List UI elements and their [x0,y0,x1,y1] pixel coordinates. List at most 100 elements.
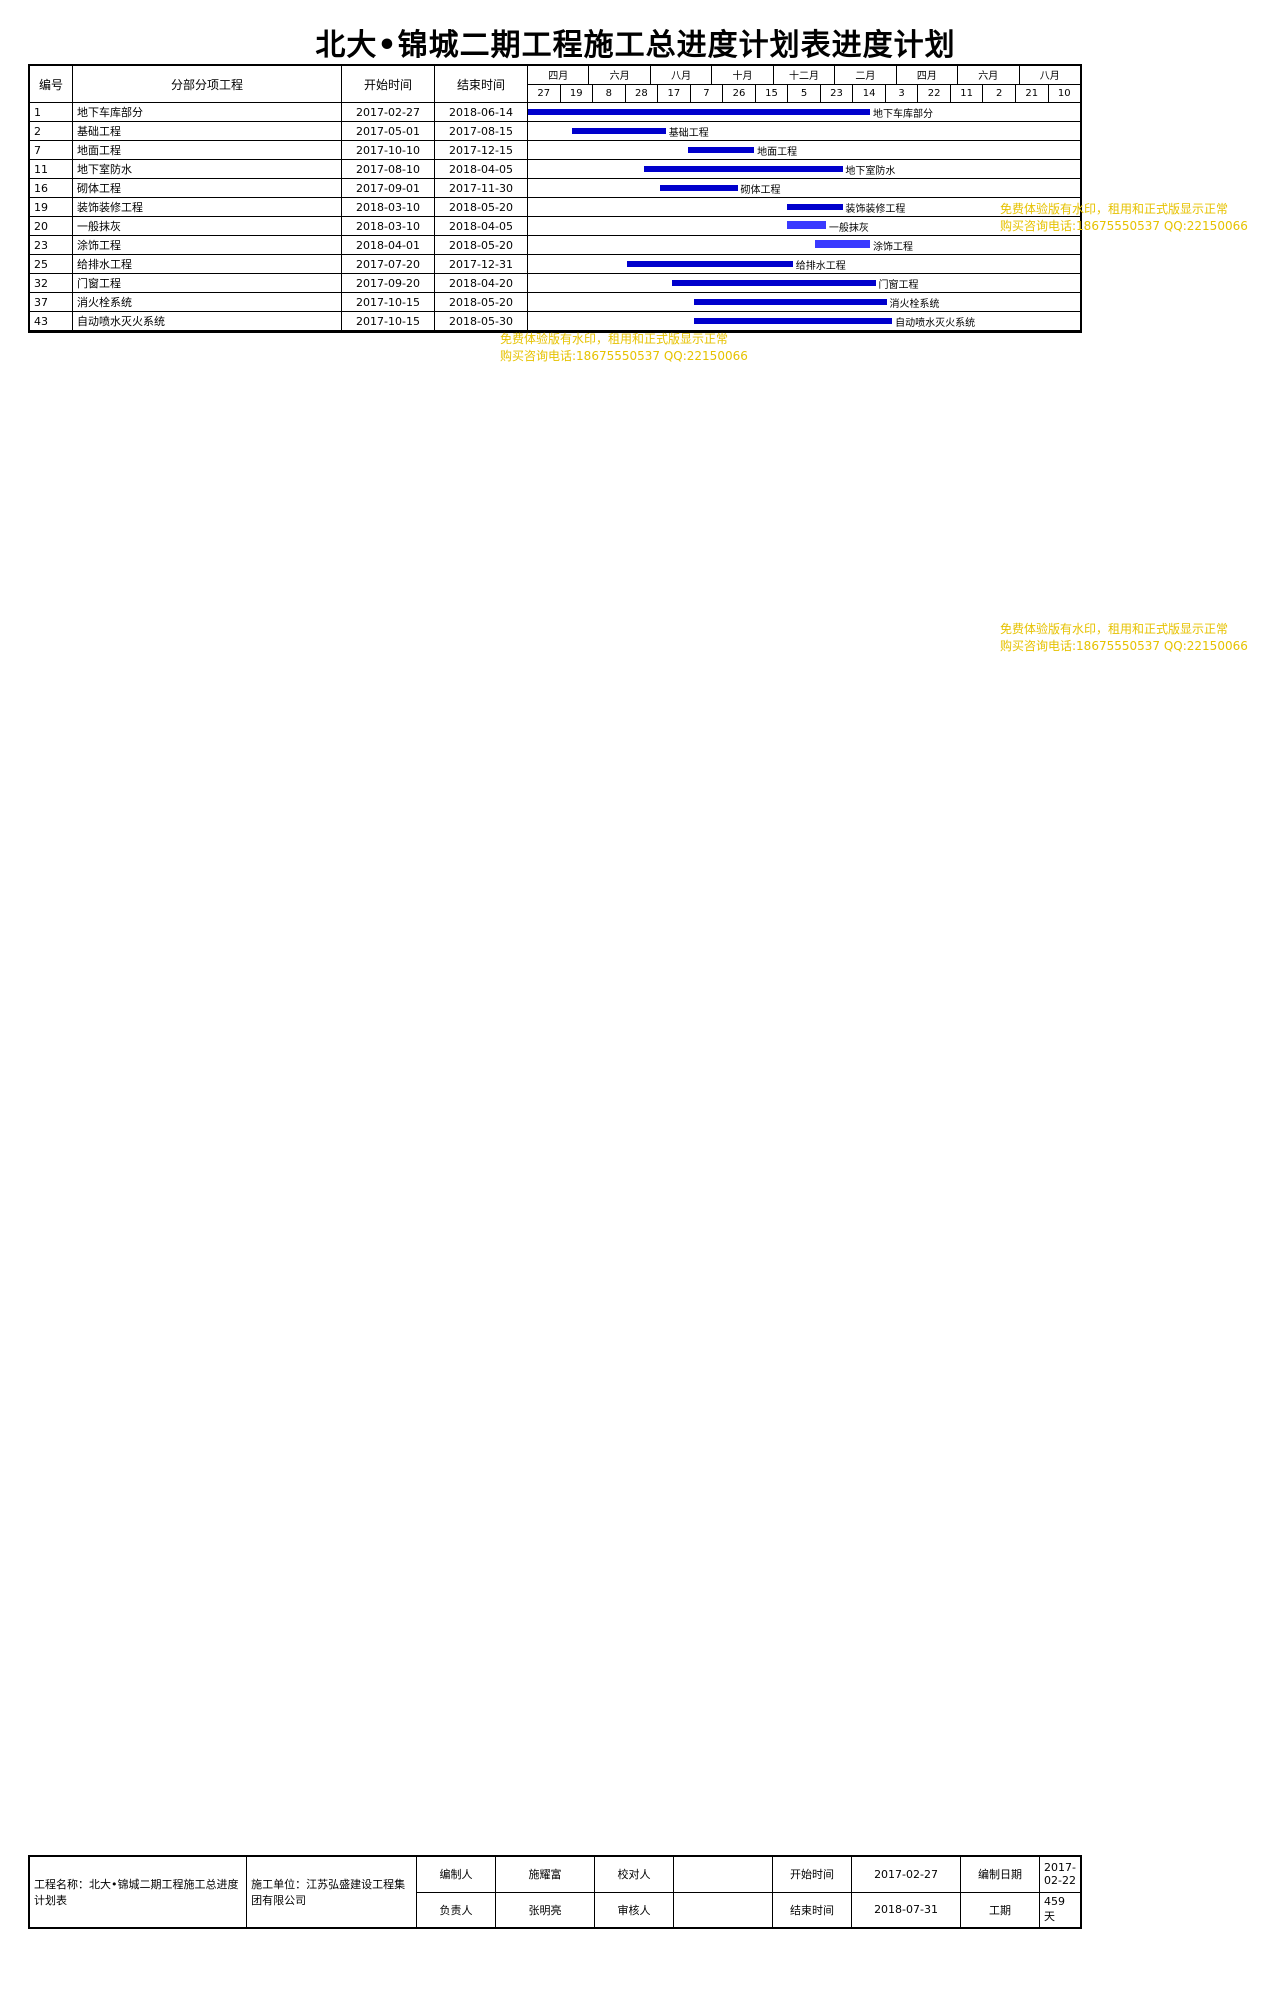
row-end: 2018-05-30 [435,312,528,330]
gantt-label: 涂饰工程 [873,242,913,253]
gantt-bar [643,166,843,172]
row-name: 一般抹灰 [73,217,342,235]
month-label: 六月 [958,65,1020,84]
construction-unit: 施工单位：江苏弘盛建设工程集团有限公司 [247,1857,418,1927]
row-chart: 基础工程 [528,122,1080,140]
row-chart: 自动喷水灭火系统 [528,312,1080,330]
row-chart: 涂饰工程 [528,236,1080,254]
month-label: 四月 [528,65,590,84]
row-id: 1 [30,103,73,121]
row-chart: 门窗工程 [528,274,1080,292]
end-value: 2018-07-31 [852,1892,962,1927]
day-label: 3 [886,84,919,103]
row-end: 2018-05-20 [435,198,528,216]
gantt-label: 给排水工程 [795,261,846,272]
duration-value: 459天 [1044,1895,1066,1924]
month-label: 八月 [651,65,713,84]
project-name: 工程名称：北大•锦城二期工程施工总进度计划表 [30,1857,248,1927]
gantt-bar [787,204,843,210]
table-row: 20 一般抹灰 2018-03-10 2018-04-05 一般抹灰 [30,217,1080,236]
row-id: 23 [30,236,73,254]
row-name: 地面工程 [73,141,342,159]
table-row: 37 消火栓系统 2017-10-15 2018-05-20 消火栓系统 [30,293,1080,312]
month-label: 四月 [897,65,959,84]
responsible-label: 负责人 [417,1892,497,1927]
day-label: 17 [658,84,691,103]
row-id: 19 [30,198,73,216]
gantt-label: 地面工程 [757,147,798,158]
table-row: 11 地下室防水 2017-08-10 2018-04-05 地下室防水 [30,160,1080,179]
header-name: 分部分项工程 [73,66,342,102]
row-end: 2017-12-31 [435,255,528,273]
row-start: 2018-03-10 [342,198,435,216]
page-title: 北大•锦城二期工程施工总进度计划表进度计划 [315,28,956,63]
row-chart: 一般抹灰 [528,217,1080,235]
day-label: 27 [528,84,561,103]
day-label: 8 [593,84,626,103]
row-id: 25 [30,255,73,273]
footer: 工程名称：北大•锦城二期工程施工总进度计划表 施工单位：江苏弘盛建设工程集团有限… [28,1855,1082,1929]
table-row: 1 地下车库部分 2017-02-27 2018-06-14 地下车库部分 [30,103,1080,122]
gantt-bar [787,221,827,229]
row-name: 消火栓系统 [73,293,342,311]
table-row: 25 给排水工程 2017-07-20 2017-12-31 给排水工程 [30,255,1080,274]
row-name: 涂饰工程 [73,236,342,254]
row-end: 2018-04-05 [435,217,528,235]
row-id: 43 [30,312,73,330]
duration-label: 工期 [961,1892,1041,1927]
day-label: 11 [951,84,984,103]
table-row: 2 基础工程 2017-05-01 2017-08-15 基础工程 [30,122,1080,141]
checker-label: 校对人 [595,1857,675,1892]
row-chart: 消火栓系统 [528,293,1080,311]
row-name: 砌体工程 [73,179,342,197]
table-row: 19 装饰装修工程 2018-03-10 2018-05-20 装饰装修工程 [30,198,1080,217]
date-label: 编制日期 [961,1857,1041,1892]
gantt-bar [572,128,666,134]
day-label: 5 [788,84,821,103]
month-label: 十月 [712,65,774,84]
watermark: 免费体验版有水印，租用和正式版显示正常 购买咨询电话:18675550537 Q… [1000,622,1248,653]
gantt-label: 地下车库部分 [873,109,933,120]
row-id: 16 [30,179,73,197]
row-chart: 地面工程 [528,141,1080,159]
gantt-label: 砌体工程 [740,185,781,196]
row-end: 2018-04-05 [435,160,528,178]
header-end: 结束时间 [435,66,528,102]
row-name: 自动喷水灭火系统 [73,312,342,330]
day-label: 14 [853,84,886,103]
table-row: 23 涂饰工程 2018-04-01 2018-05-20 涂饰工程 [30,236,1080,255]
start-value: 2017-02-27 [852,1857,962,1892]
table-row: 16 砌体工程 2017-09-01 2017-11-30 砌体工程 [30,179,1080,198]
reviewer-value [674,1892,774,1927]
gantt-bar [815,240,871,248]
gantt-label: 自动喷水灭火系统 [895,318,976,329]
start-label: 开始时间 [773,1857,853,1892]
row-end: 2017-11-30 [435,179,528,197]
day-label: 10 [1057,88,1071,99]
watermark: 免费体验版有水印，租用和正式版显示正常 购买咨询电话:18675550537 Q… [500,332,748,363]
gantt-bar [660,185,738,191]
header-start: 开始时间 [342,66,435,102]
editor-label: 编制人 [417,1857,497,1892]
gantt-bar [693,299,887,305]
row-start: 2017-08-10 [342,160,435,178]
row-end: 2018-06-14 [435,103,528,121]
editor-value: 施耀富 [496,1857,596,1892]
gantt-label: 消火栓系统 [889,299,940,310]
day-label: 21 [1016,84,1049,103]
gantt-table: 编号 分部分项工程 开始时间 结束时间 四月 六月 八月 十月 十二月 二月 四月 六月 八月 … [28,64,1082,333]
gantt-label: 一般抹灰 [828,223,869,234]
row-start: 2017-07-20 [342,255,435,273]
gantt-bar [688,147,755,153]
row-chart: 砌体工程 [528,179,1080,197]
row-chart: 装饰装修工程 [528,198,1080,216]
reviewer-label: 审核人 [595,1892,675,1927]
watermark: 免费体验版有水印，租用和正式版显示正常 购买咨询电话:18675550537 Q… [1000,202,1248,233]
gantt-bar [671,280,876,286]
row-start: 2017-10-15 [342,293,435,311]
row-start: 2017-10-15 [342,312,435,330]
row-end: 2018-05-20 [435,236,528,254]
row-end: 2018-04-20 [435,274,528,292]
row-end: 2018-05-20 [435,293,528,311]
row-name: 基础工程 [73,122,342,140]
